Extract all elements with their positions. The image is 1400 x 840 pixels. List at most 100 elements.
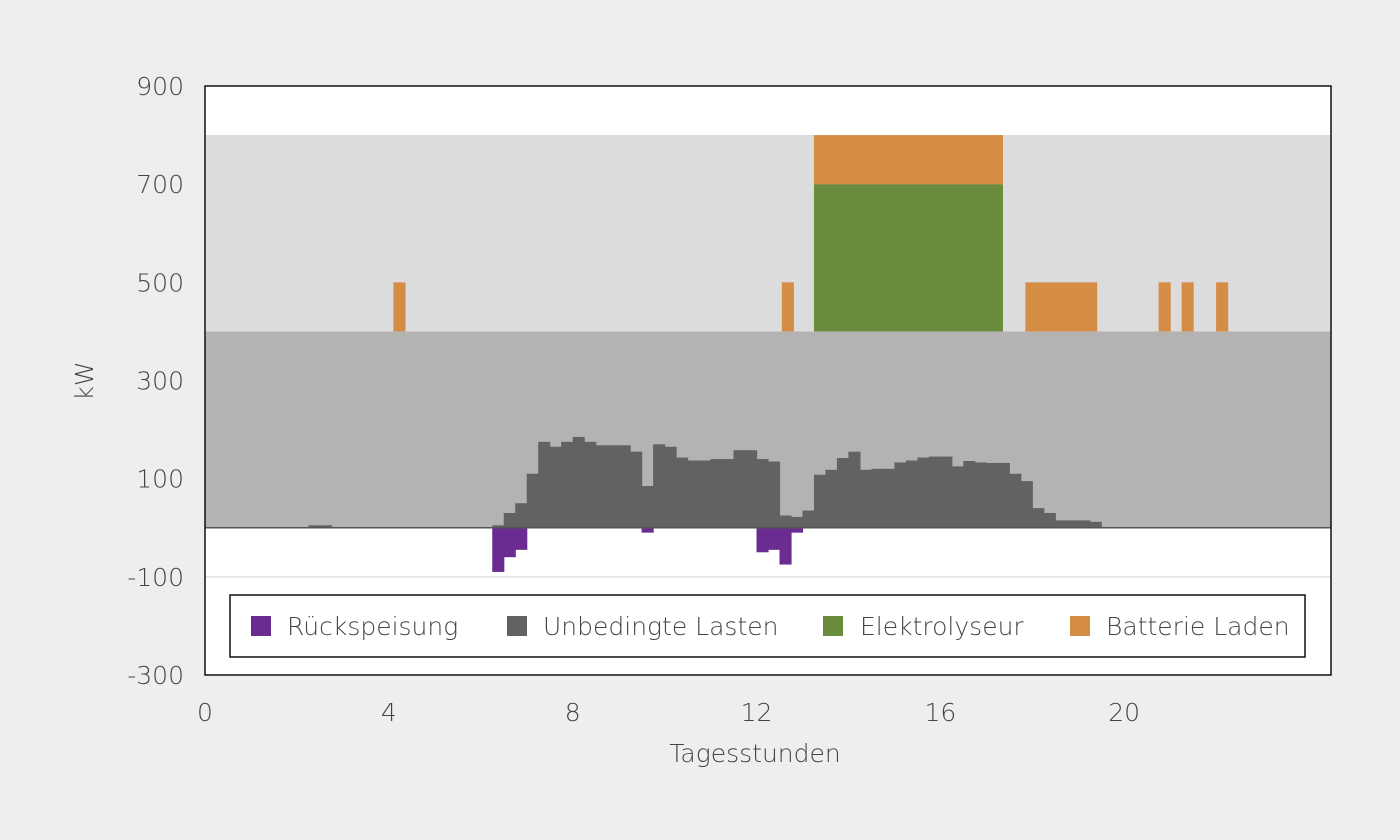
bar-unbedingte-lasten bbox=[871, 468, 884, 528]
bar-unbedingte-lasten bbox=[1055, 520, 1068, 528]
bar-unbedingte-lasten bbox=[515, 503, 528, 528]
bar-rueckspeisung bbox=[492, 527, 505, 572]
bar-unbedingte-lasten bbox=[928, 456, 941, 528]
bar-rueckspeisung bbox=[768, 527, 781, 550]
bar-unbedingte-lasten bbox=[710, 459, 723, 528]
legend-label-rueckspeisung: Rückspeisung bbox=[287, 612, 458, 641]
bar-unbedingte-lasten bbox=[917, 457, 930, 528]
bar-rueckspeisung bbox=[503, 527, 516, 558]
bar-unbedingte-lasten bbox=[572, 436, 585, 528]
bar-unbedingte-lasten bbox=[974, 462, 987, 528]
bar-unbedingte-lasten bbox=[699, 460, 712, 528]
capacity-bands bbox=[205, 135, 1331, 528]
bar-batterie-laden bbox=[813, 135, 1003, 185]
bar-unbedingte-lasten bbox=[951, 466, 964, 528]
bar-elektrolyseur bbox=[813, 184, 1003, 332]
bar-unbedingte-lasten bbox=[813, 474, 827, 528]
bar-unbedingte-lasten bbox=[836, 458, 850, 528]
bar-batterie-laden bbox=[1181, 282, 1194, 332]
y-axis-ticks: 900 700 500 300 100 -100 -300 bbox=[127, 72, 184, 690]
bar-unbedingte-lasten bbox=[963, 461, 976, 528]
bar-unbedingte-lasten bbox=[905, 460, 918, 528]
bar-unbedingte-lasten bbox=[641, 486, 654, 528]
bar-unbedingte-lasten bbox=[997, 462, 1010, 528]
bar-unbedingte-lasten bbox=[1078, 520, 1091, 528]
bar-unbedingte-lasten bbox=[848, 451, 861, 528]
bar-unbedingte-lasten bbox=[802, 510, 815, 528]
bar-unbedingte-lasten bbox=[538, 441, 551, 528]
bar-unbedingte-lasten bbox=[1020, 481, 1033, 528]
bar-unbedingte-lasten bbox=[607, 445, 620, 528]
bar-unbedingte-lasten bbox=[1043, 513, 1056, 528]
bar-unbedingte-lasten bbox=[745, 450, 758, 528]
legend-label-batterie-laden: Batterie Laden bbox=[1106, 612, 1290, 641]
legend-label-unbedingte-lasten: Unbedingte Lasten bbox=[543, 612, 779, 641]
plot-frame bbox=[204, 85, 1332, 676]
bar-unbedingte-lasten bbox=[768, 461, 781, 528]
x-axis-title: Tagesstunden bbox=[669, 739, 840, 768]
legend-box bbox=[229, 594, 1306, 658]
y-tick-label: 900 bbox=[136, 72, 184, 101]
y-tick-label: 500 bbox=[136, 268, 184, 297]
bar-unbedingte-lasten bbox=[653, 444, 666, 528]
bar-unbedingte-lasten bbox=[722, 459, 735, 528]
bar-batterie-laden bbox=[781, 282, 794, 332]
legend-swatch-batterie-laden bbox=[1070, 616, 1090, 636]
bar-unbedingte-lasten bbox=[779, 515, 792, 528]
bar-unbedingte-lasten bbox=[1009, 473, 1022, 528]
y-tick-label: 700 bbox=[136, 170, 184, 199]
y-tick-label: 300 bbox=[136, 367, 184, 396]
bar-unbedingte-lasten bbox=[882, 468, 895, 528]
bar-unbedingte-lasten bbox=[790, 516, 804, 528]
bar-unbedingte-lasten bbox=[549, 446, 562, 528]
bar-unbedingte-lasten bbox=[687, 460, 700, 528]
bar-rueckspeisung bbox=[779, 527, 792, 565]
bar-unbedingte-lasten bbox=[526, 473, 539, 528]
x-tick-label: 4 bbox=[381, 698, 397, 727]
x-tick-label: 20 bbox=[1108, 698, 1140, 727]
bar-unbedingte-lasten bbox=[733, 450, 746, 528]
x-tick-label: 16 bbox=[924, 698, 956, 727]
bar-unbedingte-lasten bbox=[492, 525, 505, 528]
bar-unbedingte-lasten bbox=[319, 525, 332, 528]
bar-unbedingte-lasten bbox=[756, 459, 769, 528]
bar-unbedingte-lasten bbox=[1089, 521, 1102, 528]
bar-unbedingte-lasten bbox=[595, 445, 608, 528]
band-1 bbox=[205, 135, 1331, 332]
bar-unbedingte-lasten bbox=[1032, 508, 1045, 528]
y-axis-title: kW bbox=[70, 361, 99, 400]
legend: Rückspeisung Unbedingte Lasten Elektroly… bbox=[229, 594, 1306, 658]
y-tick-label: -100 bbox=[127, 563, 184, 592]
bar-unbedingte-lasten bbox=[561, 441, 574, 528]
bar-unbedingte-lasten bbox=[894, 462, 907, 528]
x-tick-label: 0 bbox=[197, 698, 213, 727]
bar-rueckspeisung bbox=[790, 527, 804, 533]
bar-batterie-laden bbox=[1216, 282, 1229, 332]
bar-rueckspeisung bbox=[756, 527, 769, 553]
bar-unbedingte-lasten bbox=[630, 451, 643, 528]
x-tick-label: 8 bbox=[565, 698, 581, 727]
bar-unbedingte-lasten bbox=[940, 456, 953, 528]
bar-unbedingte-lasten bbox=[825, 469, 838, 528]
legend-label-elektrolyseur: Elektrolyseur bbox=[860, 612, 1024, 641]
legend-swatch-unbedingte-lasten bbox=[507, 616, 527, 636]
bar-rueckspeisung bbox=[515, 527, 528, 550]
x-tick-label: 12 bbox=[741, 698, 773, 727]
y-tick-label: 100 bbox=[136, 465, 184, 494]
bar-unbedingte-lasten bbox=[584, 441, 597, 528]
bar-unbedingte-lasten bbox=[986, 462, 999, 528]
bar-batterie-laden bbox=[1158, 282, 1171, 332]
bar-batterie-laden bbox=[393, 282, 406, 332]
bar-unbedingte-lasten bbox=[618, 445, 631, 528]
x-axis-ticks: 0 4 8 12 16 20 bbox=[197, 698, 1140, 727]
data-bars bbox=[308, 135, 1229, 572]
bar-unbedingte-lasten bbox=[676, 457, 689, 528]
bar-unbedingte-lasten bbox=[503, 513, 516, 528]
bar-batterie-laden bbox=[1025, 282, 1098, 332]
legend-swatch-elektrolyseur bbox=[823, 616, 843, 636]
bar-unbedingte-lasten bbox=[1066, 520, 1079, 528]
legend-swatch-rueckspeisung bbox=[251, 616, 271, 636]
bar-unbedingte-lasten bbox=[308, 525, 321, 528]
bar-unbedingte-lasten bbox=[664, 446, 677, 528]
